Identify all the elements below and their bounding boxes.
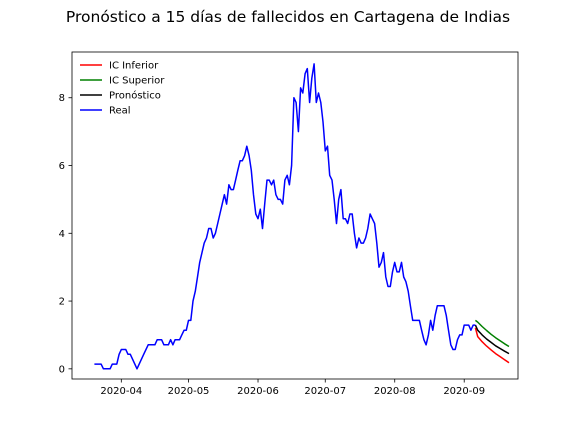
y-tick-label: 2	[59, 297, 65, 308]
x-tick-label: 2020-07	[304, 386, 346, 397]
x-tick-label: 2020-04	[100, 386, 142, 397]
series-line-ic-superior	[474, 319, 510, 348]
x-axis: 2020-04 2020-05 2020-06 2020-07 2020-08 2020-…	[100, 379, 485, 397]
y-tick-label: 6	[59, 161, 65, 172]
x-tick-label: 2020-05	[168, 386, 210, 397]
x-tick-label: 2020-09	[443, 386, 485, 397]
legend-label: IC Superior	[109, 76, 165, 87]
x-tick-label: 2020-06	[237, 386, 279, 397]
legend-label: IC Inferior	[109, 61, 159, 72]
legend-label: Pronóstico	[109, 90, 161, 102]
series-line-ic-inferior	[474, 327, 510, 364]
series-line-real	[94, 63, 476, 370]
plot-frame	[71, 51, 519, 380]
series-line-pronóstico	[474, 324, 510, 355]
y-axis: 0 2 4 6 8	[59, 93, 72, 375]
y-tick-label: 8	[59, 93, 65, 104]
x-tick-label: 2020-08	[374, 386, 416, 397]
legend-label: Real	[109, 106, 131, 117]
y-tick-label: 0	[59, 364, 65, 375]
chart-title: Pronóstico a 15 días de fallecidos en Ca…	[66, 8, 510, 26]
legend: IC Inferior IC Superior Pronóstico Real	[80, 61, 165, 117]
plot-lines	[94, 63, 510, 370]
y-tick-label: 4	[59, 229, 65, 240]
